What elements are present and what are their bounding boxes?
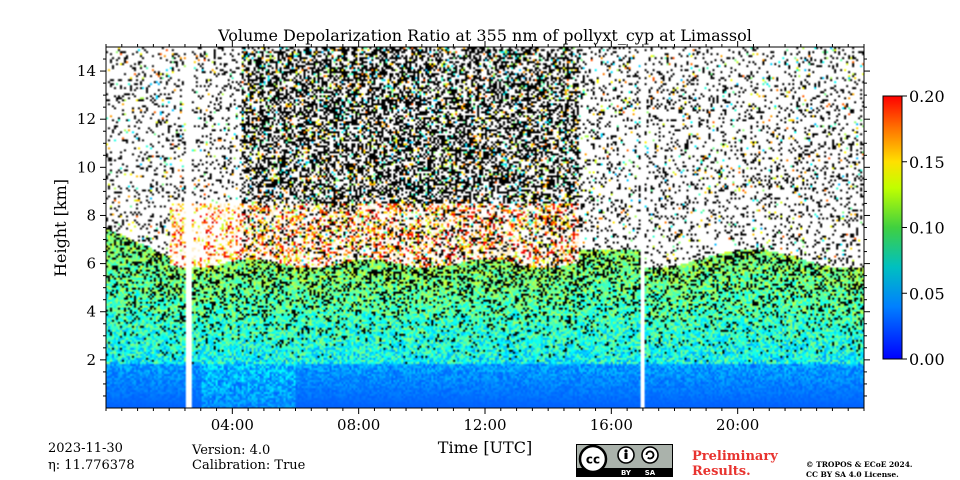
x-tick-label: 20:00 bbox=[716, 416, 759, 434]
y-axis: 2 4 6 8 10 12 14 bbox=[77, 58, 870, 397]
colorbar-tick-label: 0.05 bbox=[909, 284, 945, 303]
x-axis-label: Time [UTC] bbox=[438, 438, 532, 457]
colorbar-axis: 0.00 0.05 0.10 0.15 0.20 bbox=[902, 87, 945, 369]
copyright-line-1: © TROPOS & ECoE 2024. bbox=[806, 460, 913, 469]
date-label: 2023-11-30 bbox=[48, 441, 123, 456]
colorbar-tick-label: 0.20 bbox=[909, 87, 945, 106]
x-tick-label: 04:00 bbox=[211, 416, 254, 434]
chart-title: Volume Depolarization Ratio at 355 nm of… bbox=[217, 26, 752, 45]
version-label: Version: 4.0 bbox=[192, 443, 271, 458]
y-tick-label: 2 bbox=[86, 351, 96, 369]
cc-by-sa-icon: cc BY SA bbox=[576, 444, 673, 477]
y-axis-label: Height [km] bbox=[51, 179, 70, 277]
depolarization-heatmap bbox=[106, 47, 864, 408]
y-tick-label: 6 bbox=[86, 255, 96, 273]
preliminary-line-1: Preliminary bbox=[692, 449, 778, 464]
y-tick-label: 14 bbox=[77, 62, 96, 80]
colorbar-tick-label: 0.10 bbox=[909, 219, 945, 238]
copyright-note: © TROPOS & ECoE 2024. CC BY SA 4.0 Licen… bbox=[806, 460, 913, 480]
x-tick-label: 12:00 bbox=[463, 416, 506, 434]
cc-by-text: BY bbox=[621, 469, 632, 477]
colorbar-tick-label: 0.00 bbox=[909, 350, 945, 369]
plot-area bbox=[106, 47, 864, 408]
colorbar bbox=[882, 95, 903, 360]
y-tick-label: 4 bbox=[86, 303, 96, 321]
eta-label: η: 11.776378 bbox=[48, 458, 135, 473]
x-tick-label: 16:00 bbox=[590, 416, 633, 434]
preliminary-line-2: Results. bbox=[692, 464, 751, 479]
y-tick-label: 12 bbox=[77, 110, 96, 128]
colorbar-tick-label: 0.15 bbox=[909, 153, 945, 172]
y-tick-label: 10 bbox=[77, 158, 96, 176]
svg-text:cc: cc bbox=[586, 453, 600, 467]
cc-sa-text: SA bbox=[645, 469, 656, 477]
copyright-line-2: CC BY SA 4.0 License. bbox=[806, 470, 899, 479]
x-tick-label: 08:00 bbox=[337, 416, 380, 434]
calibration-label: Calibration: True bbox=[192, 458, 306, 473]
y-tick-label: 8 bbox=[86, 206, 96, 224]
x-axis: 04:00 08:00 12:00 16:00 20:00 bbox=[105, 41, 865, 434]
preliminary-results-note: Preliminary Results. bbox=[692, 449, 778, 479]
